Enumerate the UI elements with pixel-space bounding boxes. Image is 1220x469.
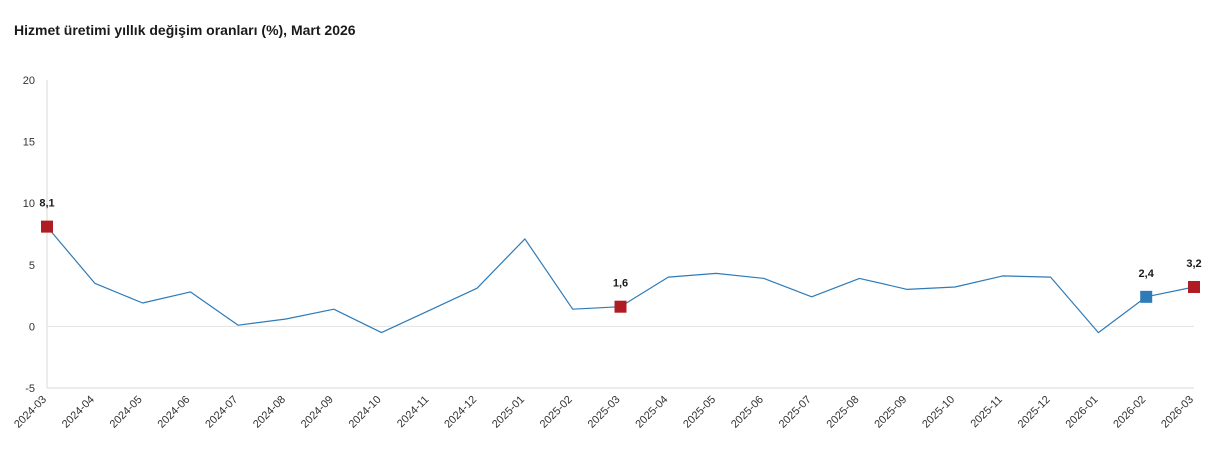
x-tick-label: 2026-02 — [1111, 394, 1148, 431]
data-label: 8,1 — [39, 198, 54, 210]
data-point — [475, 286, 480, 291]
x-tick-label: 2026-03 — [1159, 394, 1196, 431]
x-tick-label: 2024-04 — [60, 394, 97, 431]
y-tick-label: 15 — [23, 137, 35, 149]
data-point — [379, 330, 384, 335]
data-label: 1,6 — [613, 278, 628, 290]
x-tick-label: 2026-01 — [1064, 394, 1101, 431]
data-point — [522, 236, 527, 241]
x-tick-label: 2025-11 — [968, 394, 1004, 430]
data-point — [427, 308, 432, 313]
x-tick-label: 2025-01 — [490, 394, 527, 431]
y-tick-label: 5 — [29, 260, 35, 272]
data-point — [140, 300, 145, 305]
highlight-marker — [1188, 280, 1200, 293]
x-tick-label: 2025-09 — [872, 394, 909, 431]
y-tick-label: 20 — [23, 75, 35, 87]
y-tick-label: -5 — [25, 383, 35, 395]
x-tick-label: 2025-07 — [777, 394, 814, 431]
x-tick-label: 2025-10 — [920, 394, 957, 431]
data-point — [331, 307, 336, 312]
data-point — [1000, 273, 1005, 278]
data-point — [1048, 275, 1053, 280]
x-tick-label: 2025-12 — [1016, 394, 1053, 431]
y-tick-label: 0 — [29, 321, 35, 333]
data-point — [761, 276, 766, 281]
data-point — [1096, 330, 1101, 335]
x-tick-label: 2024-11 — [395, 394, 431, 430]
y-tick-label: 10 — [23, 198, 35, 210]
x-tick-label: 2024-09 — [299, 394, 336, 431]
data-label: 3,2 — [1186, 258, 1201, 270]
chart-title: Hizmet üretimi yıllık değişim oranları (… — [14, 22, 356, 38]
data-point — [188, 289, 193, 294]
data-point — [953, 284, 958, 289]
data-point — [809, 294, 814, 299]
highlight-marker — [614, 300, 627, 313]
data-point — [283, 317, 288, 322]
x-tick-label: 2025-06 — [729, 394, 766, 431]
data-point — [905, 287, 910, 292]
data-point — [666, 275, 671, 280]
x-tick-label: 2025-04 — [633, 394, 670, 431]
data-point — [92, 281, 97, 286]
data-point — [236, 323, 241, 328]
highlight-marker — [41, 220, 53, 233]
x-tick-label: 2024-10 — [347, 394, 384, 431]
x-tick-label: 2024-07 — [203, 394, 240, 431]
data-point — [570, 307, 575, 312]
data-point — [714, 271, 719, 276]
x-tick-label: 2024-06 — [155, 394, 192, 431]
highlight-marker — [1140, 290, 1153, 303]
data-label: 2,4 — [1139, 268, 1155, 280]
x-tick-label: 2024-03 — [12, 394, 49, 431]
x-tick-label: 2025-02 — [538, 394, 575, 431]
x-tick-label: 2024-05 — [108, 394, 145, 431]
x-tick-label: 2024-08 — [251, 394, 288, 431]
x-tick-label: 2025-08 — [825, 394, 862, 431]
x-tick-label: 2025-05 — [681, 394, 718, 431]
x-tick-label: 2025-03 — [586, 394, 623, 431]
data-point — [857, 276, 862, 281]
x-tick-label: 2024-12 — [442, 394, 479, 431]
